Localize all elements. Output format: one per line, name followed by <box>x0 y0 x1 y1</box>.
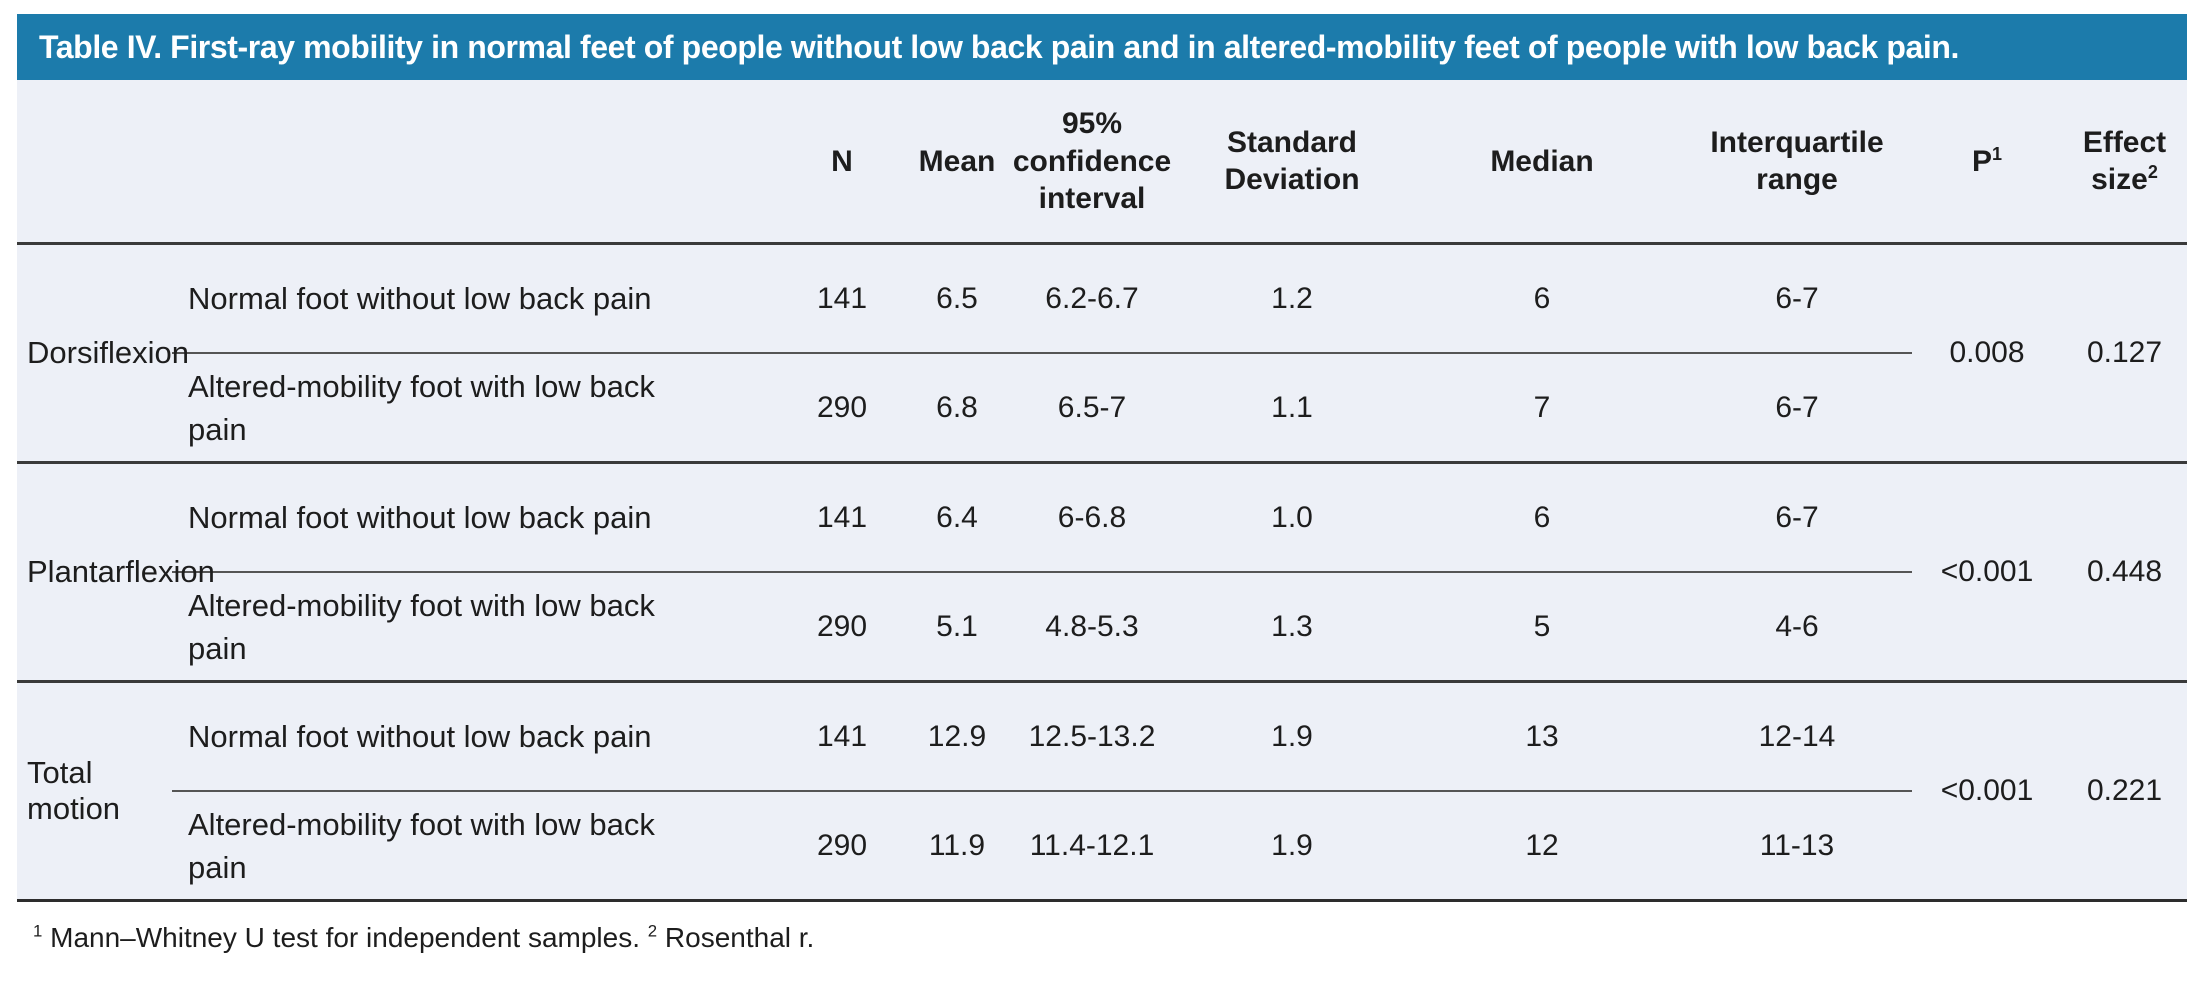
group-label-cell: Total motion <box>27 755 121 827</box>
iqr-cell: 12-14 <box>1682 681 1912 793</box>
sd-cell: 1.9 <box>1271 828 1313 862</box>
mean-cell: 6.8 <box>936 390 978 424</box>
mean-cell: 12.9 <box>912 681 1002 793</box>
col-iqr: Interquartile range <box>1710 125 1884 197</box>
n-cell: 141 <box>772 462 912 574</box>
effect-size-cell: 0.127 <box>2086 336 2163 370</box>
mean-cell: 11.9 <box>928 828 986 862</box>
table-row: Altered-mobility foot with low back pain… <box>17 791 2187 901</box>
median-cell: 7 <box>1533 390 1551 424</box>
effect-size-cell: 0.221 <box>2086 774 2163 808</box>
sd-cell: 1.2 <box>1182 243 1402 355</box>
col-effect-superscript: 2 <box>2147 162 2158 183</box>
group-total-motion: Total motion Normal foot without low bac… <box>17 681 2187 901</box>
median-cell: 12 <box>1525 828 1559 862</box>
header-row: N Mean 95% confidence interval Standard … <box>17 80 2187 244</box>
p-value-cell: <0.001 <box>1940 555 2034 589</box>
condition-cell: Altered-mobility foot with low back pain <box>172 353 772 463</box>
condition-cell: Altered-mobility foot with low back pain <box>172 791 772 901</box>
col-median: Median <box>1490 144 1594 178</box>
sd-cell: 1.1 <box>1271 390 1313 424</box>
condition-cell: Normal foot without low back pain <box>172 243 772 355</box>
col-p-label: P <box>1971 144 1992 178</box>
ci-cell: 11.4-12.1 <box>1029 828 1155 862</box>
n-cell: 290 <box>816 609 868 643</box>
footnote-text-1: Mann–Whitney U test for independent samp… <box>50 922 640 954</box>
table-row: Altered-mobility foot with low back pain… <box>17 572 2187 682</box>
condition-text: Normal foot without low back pain <box>188 500 652 536</box>
iqr-cell: 4-6 <box>1775 609 1819 643</box>
table-row: Plantarflexion Normal foot without low b… <box>17 462 2187 589</box>
sd-cell: 1.3 <box>1271 609 1313 643</box>
condition-cell: Normal foot without low back pain <box>172 681 772 793</box>
n-cell: 290 <box>816 828 868 862</box>
p-value-cell: <0.001 <box>1940 774 2034 808</box>
iqr-cell: 6-7 <box>1775 390 1819 424</box>
col-sd: Standard Deviation <box>1224 125 1360 197</box>
median-cell: 6 <box>1402 462 1682 574</box>
condition-cell: Normal foot without low back pain <box>172 462 772 574</box>
col-effect-label: Effect size <box>2082 125 2167 197</box>
col-p-superscript: 1 <box>1992 143 2003 164</box>
col-mean: Mean <box>918 144 996 178</box>
mean-cell: 6.5 <box>912 243 1002 355</box>
table-title: Table IV. First-ray mobility in normal f… <box>17 14 2187 81</box>
table-figure: Table IV. First-ray mobility in normal f… <box>17 14 2187 954</box>
sd-cell: 1.9 <box>1182 681 1402 793</box>
n-cell: 141 <box>772 243 912 355</box>
table-row: Total motion Normal foot without low bac… <box>17 681 2187 826</box>
condition-text: Altered-mobility foot with low back pain <box>188 587 655 666</box>
condition-text: Altered-mobility foot with low back pain <box>188 806 655 885</box>
data-table: N Mean 95% confidence interval Standard … <box>17 80 2187 903</box>
median-cell: 13 <box>1402 681 1682 793</box>
n-cell: 290 <box>816 390 868 424</box>
mean-cell: 6.4 <box>912 462 1002 574</box>
footnote-text-2: Rosenthal r. <box>664 922 815 954</box>
group-dorsiflexion: Dorsiflexion Normal foot without low bac… <box>17 243 2187 463</box>
group-plantarflexion: Plantarflexion Normal foot without low b… <box>17 462 2187 682</box>
ci-cell: 6.5-7 <box>1057 390 1127 424</box>
iqr-cell: 6-7 <box>1682 243 1912 355</box>
ci-cell: 4.8-5.3 <box>1045 609 1139 643</box>
footnote-superscript-2: 2 <box>647 922 658 942</box>
p-value-cell: 0.008 <box>1949 336 2025 370</box>
median-cell: 6 <box>1402 243 1682 355</box>
col-effect-size: Effect size2 <box>2062 80 2187 244</box>
n-cell: 141 <box>772 681 912 793</box>
iqr-cell: 6-7 <box>1682 462 1912 574</box>
condition-text: Altered-mobility foot with low back pain <box>188 368 655 447</box>
effect-size-cell: 0.448 <box>2086 555 2163 589</box>
col-group-spacer <box>17 80 172 244</box>
condition-cell: Altered-mobility foot with low back pain <box>172 572 772 682</box>
group-label-cell: Dorsiflexion <box>27 335 189 371</box>
col-p: P1 <box>1912 80 2062 244</box>
col-n: N <box>831 144 853 178</box>
table-header: N Mean 95% confidence interval Standard … <box>17 80 2187 244</box>
ci-cell: 6.2-6.7 <box>1002 243 1182 355</box>
iqr-cell: 11-13 <box>1759 828 1835 862</box>
ci-cell: 6-6.8 <box>1002 462 1182 574</box>
mean-cell: 5.1 <box>936 609 978 643</box>
sd-cell: 1.0 <box>1182 462 1402 574</box>
table-row: Altered-mobility foot with low back pain… <box>17 353 2187 463</box>
ci-cell: 12.5-13.2 <box>1002 681 1182 793</box>
condition-text: Normal foot without low back pain <box>188 719 652 755</box>
median-cell: 5 <box>1533 609 1551 643</box>
footnote-superscript-1: 1 <box>33 922 43 942</box>
footnote: 1 Mann–Whitney U test for independent sa… <box>33 922 2187 954</box>
col-ci: 95% confidence interval <box>1012 107 1172 216</box>
col-condition-spacer <box>172 80 772 244</box>
table-row: Dorsiflexion Normal foot without low bac… <box>17 243 2187 370</box>
condition-text: Normal foot without low back pain <box>188 281 652 317</box>
group-label-cell: Plantarflexion <box>27 554 215 590</box>
